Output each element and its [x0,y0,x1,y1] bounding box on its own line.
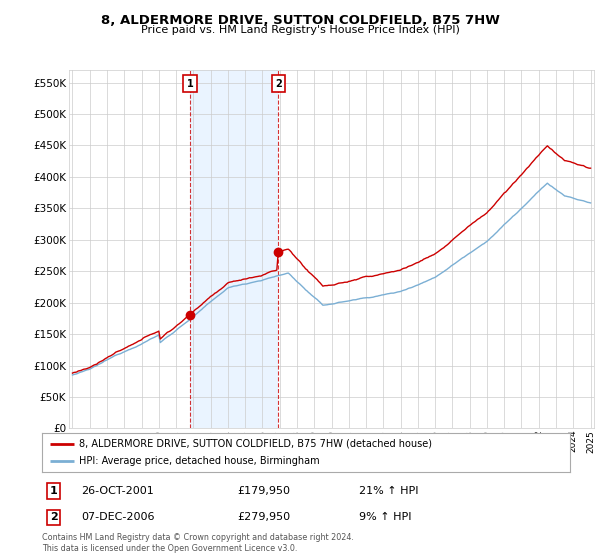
Text: 07-DEC-2006: 07-DEC-2006 [82,512,155,522]
Text: 26-OCT-2001: 26-OCT-2001 [82,486,154,496]
Text: Price paid vs. HM Land Registry's House Price Index (HPI): Price paid vs. HM Land Registry's House … [140,25,460,35]
Text: 21% ↑ HPI: 21% ↑ HPI [359,486,418,496]
Text: Contains HM Land Registry data © Crown copyright and database right 2024.
This d: Contains HM Land Registry data © Crown c… [42,533,354,553]
Text: 2: 2 [50,512,58,522]
Text: 8, ALDERMORE DRIVE, SUTTON COLDFIELD, B75 7HW: 8, ALDERMORE DRIVE, SUTTON COLDFIELD, B7… [101,14,499,27]
Text: 1: 1 [50,486,58,496]
Text: 1: 1 [187,79,194,89]
Text: £179,950: £179,950 [238,486,290,496]
Text: HPI: Average price, detached house, Birmingham: HPI: Average price, detached house, Birm… [79,456,320,466]
Text: £279,950: £279,950 [238,512,290,522]
Text: 9% ↑ HPI: 9% ↑ HPI [359,512,412,522]
Text: 2: 2 [275,79,282,89]
Text: 8, ALDERMORE DRIVE, SUTTON COLDFIELD, B75 7HW (detached house): 8, ALDERMORE DRIVE, SUTTON COLDFIELD, B7… [79,438,432,449]
Bar [190,70,278,428]
